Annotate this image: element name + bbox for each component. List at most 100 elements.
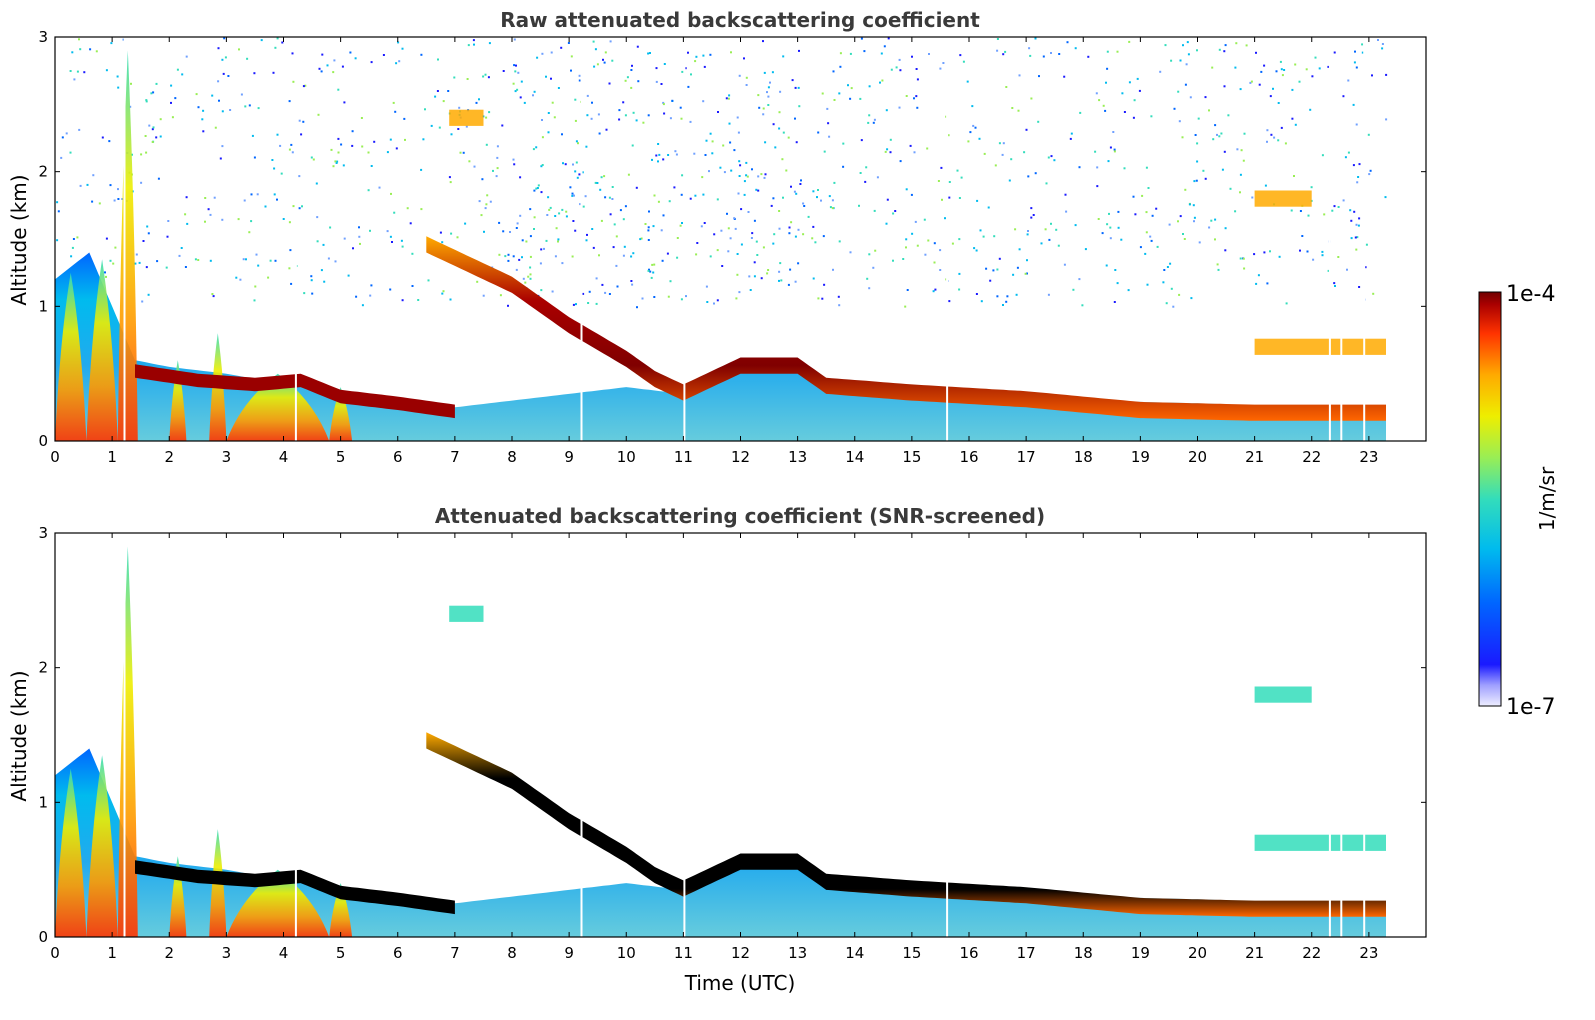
noise-point [456, 236, 459, 239]
noise-point [180, 247, 183, 249]
noise-point [833, 99, 836, 101]
noise-point [960, 176, 963, 179]
noise-point [1218, 48, 1221, 51]
noise-point [982, 235, 985, 238]
noise-point [1040, 242, 1043, 245]
noise-point [635, 186, 638, 189]
noise-point [842, 165, 845, 168]
noise-point [745, 76, 748, 79]
noise-point [290, 282, 293, 285]
noise-point [253, 72, 256, 75]
noise-point [550, 77, 552, 80]
noise-point [56, 201, 59, 204]
noise-point [1173, 107, 1176, 110]
noise-point [636, 306, 638, 309]
noise-point [905, 246, 907, 249]
noise-point [112, 262, 115, 265]
noise-point [890, 68, 893, 71]
noise-point [624, 114, 627, 117]
noise-point [595, 302, 598, 305]
noise-point [1365, 243, 1368, 246]
noise-point [1023, 151, 1026, 154]
noise-point [696, 242, 699, 244]
data-gap [123, 533, 126, 937]
noise-point [360, 117, 363, 119]
noise-point [613, 223, 616, 226]
noise-point [448, 176, 451, 179]
noise-point [994, 164, 997, 167]
noise-point [557, 87, 560, 89]
raw-backscatter-panel: Raw attenuated backscattering coefficien… [7, 8, 1427, 466]
noise-point [750, 237, 753, 239]
noise-point [1270, 133, 1273, 136]
noise-point [703, 222, 706, 224]
noise-point [116, 75, 119, 78]
noise-point [1281, 74, 1284, 77]
noise-point [972, 124, 975, 127]
noise-point [1001, 153, 1004, 156]
noise-point [1333, 205, 1336, 208]
noise-point [489, 200, 492, 203]
noise-point [1181, 136, 1184, 139]
noise-point [147, 232, 150, 235]
noise-point [847, 84, 849, 87]
noise-point [1005, 86, 1008, 88]
noise-point [721, 265, 724, 267]
noise-point [1266, 129, 1269, 132]
noise-point [885, 109, 888, 112]
noise-point [1016, 266, 1019, 269]
x-tick-label: 20 [1188, 448, 1207, 466]
noise-point [800, 179, 802, 182]
noise-point [1260, 70, 1263, 73]
noise-point [473, 43, 475, 46]
noise-point [630, 280, 633, 282]
x-tick-label: 23 [1359, 944, 1378, 962]
noise-point [264, 205, 267, 208]
noise-point [515, 64, 517, 67]
noise-point [204, 197, 207, 199]
noise-point [736, 253, 739, 255]
x-tick-label: 11 [674, 448, 693, 466]
noise-point [355, 295, 358, 298]
noise-point [507, 253, 510, 256]
noise-point [763, 71, 766, 74]
noise-point [69, 151, 72, 154]
noise-point [1263, 64, 1266, 67]
noise-point [575, 140, 578, 143]
noise-point [221, 58, 224, 61]
noise-point [108, 140, 111, 143]
noise-point [596, 63, 599, 66]
noise-point [811, 237, 814, 240]
x-tick-label: 8 [507, 944, 517, 962]
x-tick-label: 0 [50, 448, 60, 466]
noise-point [1038, 75, 1040, 78]
noise-point [905, 238, 908, 241]
noise-point [889, 151, 892, 154]
noise-point [872, 266, 875, 269]
noise-point [1234, 66, 1237, 69]
noise-point [1156, 245, 1159, 248]
noise-point [631, 144, 634, 147]
noise-point [472, 39, 475, 42]
cloud-layer [426, 732, 1386, 917]
x-tick-label: 6 [393, 944, 403, 962]
noise-point [1251, 196, 1254, 199]
noise-point [826, 107, 829, 110]
noise-point [860, 139, 863, 142]
noise-point [496, 145, 499, 148]
noise-point [532, 148, 535, 151]
noise-point [966, 80, 969, 83]
noise-point [592, 40, 595, 43]
noise-point [439, 231, 442, 234]
x-tick-label: 4 [279, 944, 289, 962]
noise-point [778, 279, 780, 282]
noise-point [780, 279, 783, 282]
noise-point [795, 192, 798, 195]
noise-point [320, 70, 323, 73]
noise-point [547, 131, 550, 134]
noise-point [482, 294, 485, 297]
noise-point [729, 141, 732, 144]
noise-point [676, 256, 679, 259]
noise-point [832, 70, 835, 73]
noise-point [866, 277, 869, 280]
